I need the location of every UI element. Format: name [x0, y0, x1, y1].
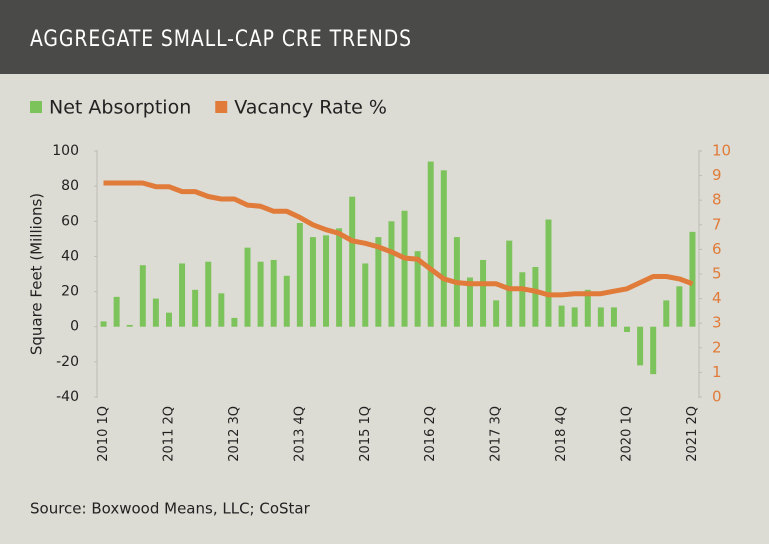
- y2-tick-label: 7: [712, 215, 722, 233]
- x-tick-label: 2013 4Q: [292, 406, 307, 462]
- bar: [336, 228, 343, 327]
- bar: [532, 266, 539, 327]
- bar: [545, 219, 552, 327]
- y2-tick-label: 3: [712, 314, 722, 332]
- legend-swatch: [30, 101, 42, 113]
- bar: [152, 298, 159, 327]
- x-tick-label: 2017 3Q: [489, 406, 504, 462]
- bar: [414, 251, 421, 327]
- y2-tick-label: 5: [712, 265, 722, 283]
- bar: [506, 240, 513, 327]
- vacancy-line: [103, 180, 694, 298]
- bar: [571, 307, 578, 327]
- y-tick-label: 60: [61, 213, 79, 229]
- bar: [205, 261, 212, 327]
- x-tick-label: 2020 1Q: [620, 406, 635, 462]
- bar: [165, 312, 172, 327]
- y2-tick-label: 9: [712, 166, 722, 184]
- bar: [375, 237, 382, 327]
- bar: [323, 235, 330, 327]
- bar: [192, 289, 199, 327]
- source-note: Source: Boxwood Means, LLC; CoStar: [30, 500, 311, 518]
- y2-tick-label: 4: [712, 289, 722, 307]
- x-tick-label: 2016 2Q: [423, 406, 438, 462]
- bar: [663, 300, 670, 327]
- bar: [296, 223, 303, 327]
- y2-tick-label: 6: [712, 240, 722, 258]
- bar: [637, 326, 644, 366]
- bar: [519, 272, 526, 327]
- y-tick-label: 100: [52, 143, 79, 159]
- bar: [349, 196, 356, 327]
- bar: [388, 221, 395, 327]
- bar: [597, 307, 604, 327]
- x-tick-label: 2012 3Q: [227, 406, 242, 462]
- y-tick-label: 20: [61, 284, 79, 300]
- y2-tick-label: 8: [712, 191, 722, 209]
- y-tick-label: 40: [61, 248, 79, 264]
- bar: [126, 324, 133, 327]
- legend-label: Vacancy Rate %: [234, 97, 387, 119]
- bar: [270, 259, 277, 327]
- bar: [139, 265, 146, 327]
- bar: [231, 317, 238, 327]
- y2-tick-label: 0: [712, 388, 722, 406]
- y-tick-label: 80: [61, 178, 79, 194]
- bar: [624, 326, 631, 332]
- bar: [440, 170, 447, 327]
- header-band: [0, 0, 769, 74]
- bar: [244, 247, 251, 327]
- x-tick-label: 2015 1Q: [358, 406, 373, 462]
- y-tick-label: 0: [70, 319, 79, 335]
- x-tick-label: 2011 2Q: [161, 406, 176, 462]
- x-tick-label: 2010 1Q: [96, 406, 111, 462]
- bar: [689, 231, 696, 327]
- bar: [309, 237, 316, 327]
- y2-tick-label: 2: [712, 338, 722, 356]
- bar: [218, 293, 225, 327]
- y-axis-title: Square Feet (Millions): [28, 193, 46, 355]
- bar: [283, 275, 290, 327]
- legend-label: Net Absorption: [49, 97, 191, 119]
- bar: [401, 210, 408, 327]
- bar: [610, 307, 617, 327]
- x-tick-label: 2018 4Q: [554, 406, 569, 462]
- bar: [427, 161, 434, 327]
- y-tick-label: -20: [56, 354, 79, 370]
- x-tick-label: 2021 2Q: [685, 406, 700, 462]
- bar: [113, 296, 120, 327]
- chart-title: AGGREGATE SMALL-CAP CRE TRENDS: [30, 27, 412, 52]
- bar: [362, 263, 369, 327]
- bar: [650, 326, 657, 375]
- legend-swatch: [215, 101, 228, 113]
- bar: [466, 277, 473, 327]
- y-tick-label: -40: [56, 389, 79, 405]
- bar: [100, 321, 107, 327]
- bar: [179, 263, 186, 327]
- bar: [493, 300, 500, 327]
- bar: [676, 286, 683, 327]
- y2-tick-label: 10: [712, 142, 731, 160]
- bar: [558, 305, 565, 327]
- y2-tick-label: 1: [712, 363, 722, 381]
- bar: [584, 289, 591, 327]
- bar: [480, 259, 487, 327]
- bar: [257, 261, 264, 327]
